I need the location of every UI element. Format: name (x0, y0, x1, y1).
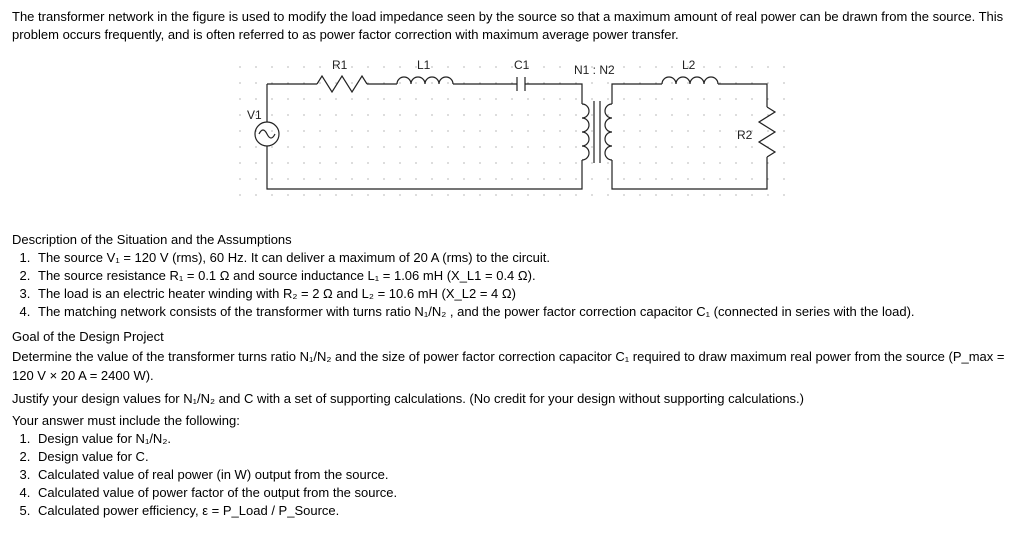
description-item: The load is an electric heater winding w… (34, 286, 1012, 301)
label-r2: R2 (737, 128, 753, 142)
answer-item: Design value for N₁/N₂. (34, 431, 1012, 446)
description-item: The matching network consists of the tra… (34, 304, 1012, 319)
label-n1n2: N1 : N2 (574, 63, 615, 77)
description-item: The source V₁ = 120 V (rms), 60 Hz. It c… (34, 250, 1012, 265)
goal-body: Determine the value of the transformer t… (12, 348, 1012, 386)
label-v1: V1 (247, 108, 262, 122)
answer-item: Calculated power efficiency, ε = P_Load … (34, 503, 1012, 518)
description-item: The source resistance R₁ = 0.1 Ω and sou… (34, 268, 1012, 283)
justify-text: Justify your design values for N₁/N₂ and… (12, 390, 1012, 409)
circuit-diagram: V1 R1 L1 C1 N1 : N2 L2 R2 (12, 49, 1012, 222)
intro-text: The transformer network in the figure is… (12, 8, 1012, 43)
label-l2: L2 (682, 58, 696, 72)
answer-list: Design value for N₁/N₂. Design value for … (12, 431, 1012, 518)
description-title: Description of the Situation and the Ass… (12, 232, 1012, 247)
answer-intro: Your answer must include the following: (12, 413, 1012, 428)
answer-item: Calculated value of real power (in W) ou… (34, 467, 1012, 482)
label-l1: L1 (417, 58, 431, 72)
answer-item: Design value for C. (34, 449, 1012, 464)
label-c1: C1 (514, 58, 530, 72)
description-list: The source V₁ = 120 V (rms), 60 Hz. It c… (12, 250, 1012, 319)
answer-item: Calculated value of power factor of the … (34, 485, 1012, 500)
goal-title: Goal of the Design Project (12, 329, 1012, 344)
label-r1: R1 (332, 58, 348, 72)
